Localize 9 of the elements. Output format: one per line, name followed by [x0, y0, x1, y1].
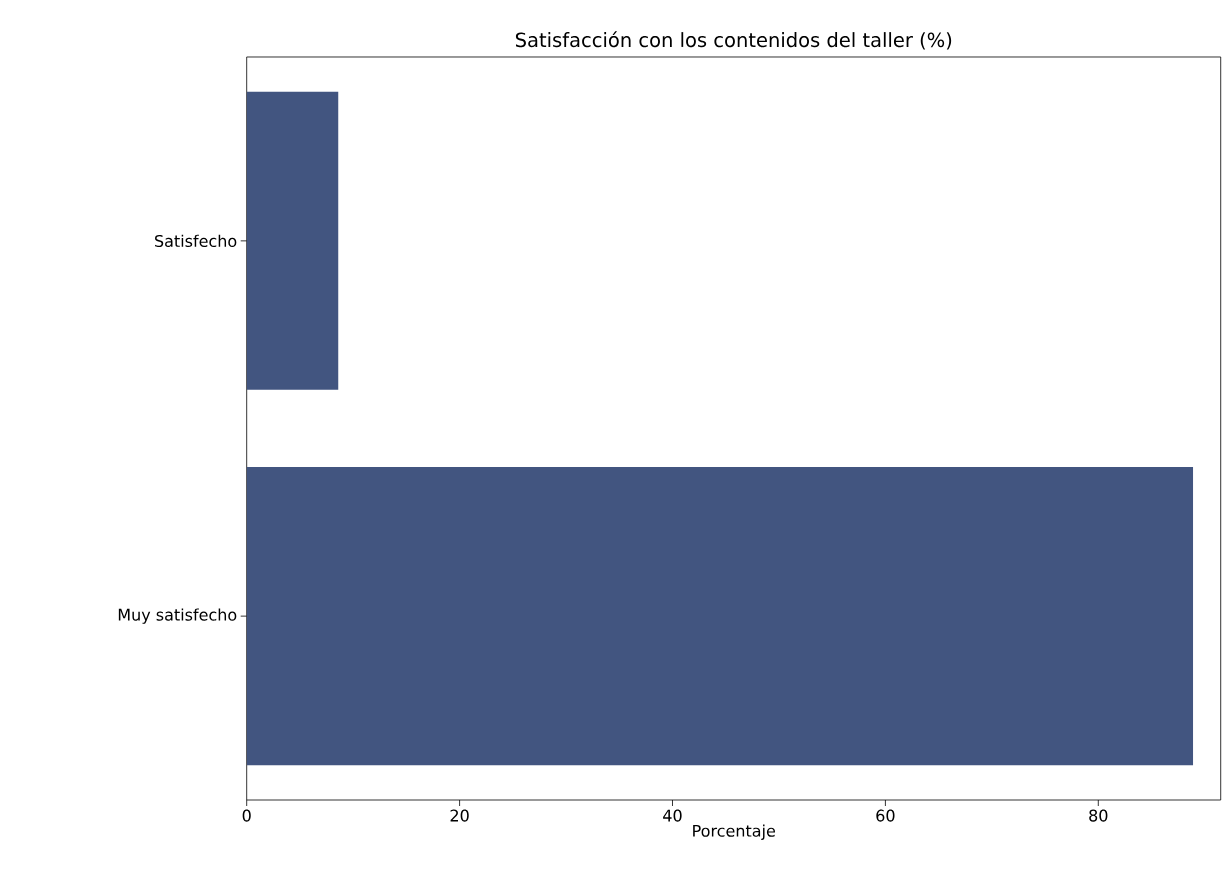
x-tick-label: 20	[450, 809, 469, 822]
chart-title: Satisfacción con los contenidos del taller (%)	[515, 31, 952, 50]
x-tick-label: 0	[242, 809, 251, 822]
x-tick-label: 40	[663, 809, 682, 822]
x-tick-label: 80	[1089, 809, 1108, 822]
x-axis-title: Porcentaje	[693, 824, 775, 840]
y-tick-label: Muy satisfecho	[118, 608, 237, 624]
y-tick-label: Satisfecho	[155, 234, 237, 248]
x-tick-label: 60	[876, 809, 895, 822]
